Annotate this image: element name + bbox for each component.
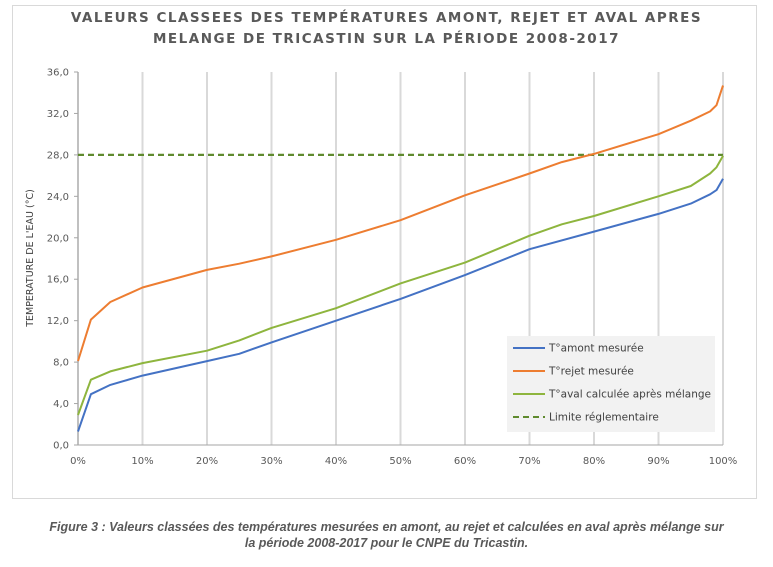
y-tick-label: 0,0 — [53, 441, 69, 452]
tick-labels: 0% 10% 20% 30% 40% 50% 60% 70% 80% 90% 100% 0,0 4,0 8… — [47, 68, 738, 468]
caption-line-2: la période 2008-2017 pour le CNPE du Tri… — [244, 536, 529, 550]
series-line-2 — [77, 85, 724, 362]
x-tick-label: 70% — [518, 456, 540, 467]
x-tick-label: 40% — [325, 456, 347, 467]
series-line-3 — [77, 155, 724, 416]
axes — [74, 71, 723, 446]
y-axis-label: TEMPERATURE DE L'EAU (°C) — [25, 189, 36, 328]
chart-title-line-1: VALEURS CLASSEES DES TEMPÉRATURES AMONT,… — [70, 10, 703, 26]
x-tick-label: 90% — [647, 456, 669, 467]
legend-label: T°rejet mesurée — [548, 366, 634, 378]
chart-title: VALEURS CLASSEES DES TEMPÉRATURES AMONT,… — [0, 8, 773, 50]
chart-title-line-2: MELANGE DE TRICASTIN SUR LA PÉRIODE 2008… — [153, 31, 620, 47]
x-tick-label: 0% — [70, 456, 86, 467]
figure-caption: Figure 3 : Valeurs classées des températ… — [0, 519, 773, 551]
y-tick-label: 36,0 — [47, 68, 69, 79]
legend-label: T°aval calculée après mélange — [548, 389, 711, 401]
y-tick-label: 20,0 — [47, 233, 69, 244]
legend-box — [507, 336, 715, 432]
x-tick-label: 60% — [454, 456, 476, 467]
y-tick-label: 32,0 — [47, 109, 69, 120]
y-tick-label: 16,0 — [47, 275, 69, 286]
y-tick-label: 24,0 — [47, 192, 69, 203]
x-tick-label: 30% — [260, 456, 282, 467]
y-tick-label: 12,0 — [47, 316, 69, 327]
x-tick-label: 100% — [709, 456, 738, 467]
x-tick-label: 20% — [196, 456, 218, 467]
series-line-1 — [77, 178, 724, 432]
series-lines — [77, 85, 724, 432]
legend: T°amont mesurée T°rejet mesurée T°aval cal… — [507, 336, 715, 432]
y-tick-label: 4,0 — [53, 399, 69, 410]
x-tick-label: 80% — [583, 456, 605, 467]
x-tick-label: 10% — [131, 456, 153, 467]
legend-label: T°amont mesurée — [548, 343, 644, 355]
caption-line-1: Figure 3 : Valeurs classées des températ… — [49, 520, 724, 534]
y-tick-label: 8,0 — [53, 358, 69, 369]
x-tick-label: 50% — [389, 456, 411, 467]
y-tick-label: 28,0 — [47, 150, 69, 161]
legend-label: Limite réglementaire — [549, 412, 659, 424]
